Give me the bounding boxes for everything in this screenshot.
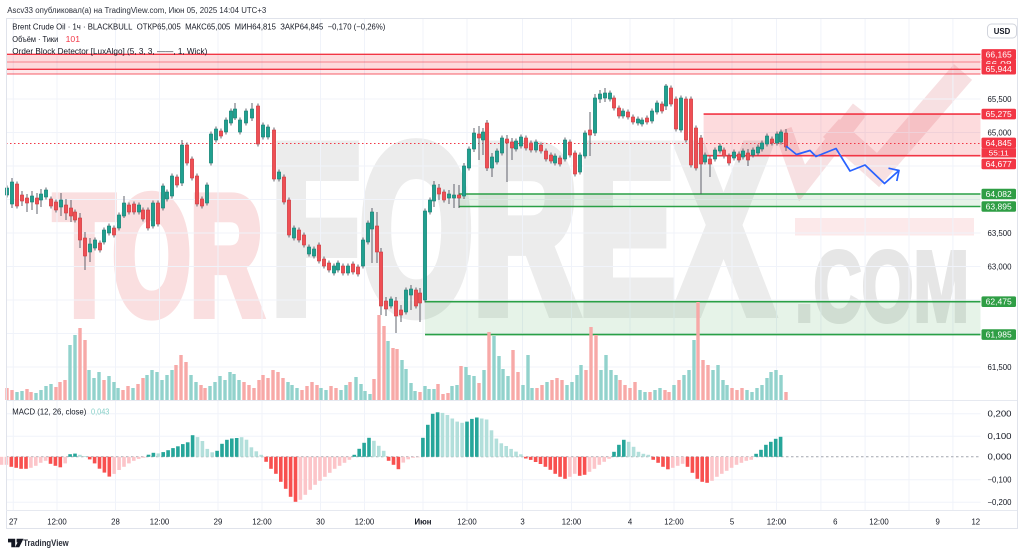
svg-text:12:00: 12:00	[869, 517, 889, 526]
svg-text:55:11: 55:11	[989, 149, 1009, 158]
svg-text:65,000: 65,000	[988, 128, 1013, 137]
svg-text:64,845: 64,845	[986, 139, 1013, 148]
svg-text:9: 9	[936, 517, 940, 526]
svg-text:Brent Crude Oil · 1ч · BLACKBU: Brent Crude Oil · 1ч · BLACKBULL ОТКР65,…	[12, 23, 385, 32]
svg-text:0,100: 0,100	[988, 432, 1013, 441]
svg-text:64,082: 64,082	[986, 190, 1013, 199]
svg-text:TradingView: TradingView	[23, 538, 69, 549]
svg-text:Объём · Тики: Объём · Тики	[12, 35, 58, 44]
svg-text:12:00: 12:00	[457, 517, 477, 526]
svg-text:Order Block Detector [LuxAlgo]: Order Block Detector [LuxAlgo] (5, 3, 3,…	[12, 47, 207, 56]
svg-text:65,944: 65,944	[986, 65, 1013, 74]
svg-text:30: 30	[316, 517, 325, 526]
svg-text:62,475: 62,475	[986, 298, 1013, 307]
svg-text:61,985: 61,985	[986, 331, 1013, 340]
svg-text:12:00: 12:00	[664, 517, 684, 526]
svg-text:28: 28	[111, 517, 120, 526]
svg-text:65,500: 65,500	[988, 95, 1013, 104]
svg-text:12:00: 12:00	[767, 517, 787, 526]
svg-text:12:00: 12:00	[47, 517, 67, 526]
svg-text:0,000: 0,000	[988, 453, 1013, 462]
svg-text:29: 29	[214, 517, 223, 526]
svg-text:3: 3	[520, 517, 524, 526]
svg-text:27: 27	[9, 517, 18, 526]
svg-text:12:00: 12:00	[355, 517, 375, 526]
svg-text:MACD (12, 26, close): MACD (12, 26, close)	[12, 407, 86, 416]
svg-text:0,043: 0,043	[91, 407, 109, 416]
svg-text:Ascv33 опубликовал(а) на Tradi: Ascv33 опубликовал(а) на TradingView.com…	[7, 6, 266, 15]
svg-text:6: 6	[833, 517, 837, 526]
svg-text:12: 12	[971, 517, 980, 526]
svg-text:Июн: Июн	[415, 517, 432, 526]
svg-text:−0,100: −0,100	[988, 476, 1013, 485]
svg-text:12:00: 12:00	[562, 517, 582, 526]
svg-text:63,000: 63,000	[988, 262, 1013, 271]
svg-text:4: 4	[628, 517, 633, 526]
svg-text:12:00: 12:00	[252, 517, 272, 526]
svg-text:.COM: .COM	[795, 232, 969, 343]
svg-text:66,165: 66,165	[986, 50, 1013, 59]
svg-text:0,200: 0,200	[988, 410, 1013, 419]
svg-text:63,895: 63,895	[986, 202, 1013, 211]
svg-text:12:00: 12:00	[150, 517, 170, 526]
svg-text:5: 5	[730, 517, 735, 526]
svg-text:65,275: 65,275	[986, 110, 1013, 119]
svg-text:101: 101	[66, 35, 80, 44]
svg-text:61,500: 61,500	[988, 363, 1013, 372]
svg-text:USD: USD	[994, 27, 1011, 36]
svg-text:63,500: 63,500	[988, 229, 1013, 238]
svg-text:64,677: 64,677	[986, 160, 1013, 169]
svg-text:−0,200: −0,200	[988, 498, 1013, 507]
